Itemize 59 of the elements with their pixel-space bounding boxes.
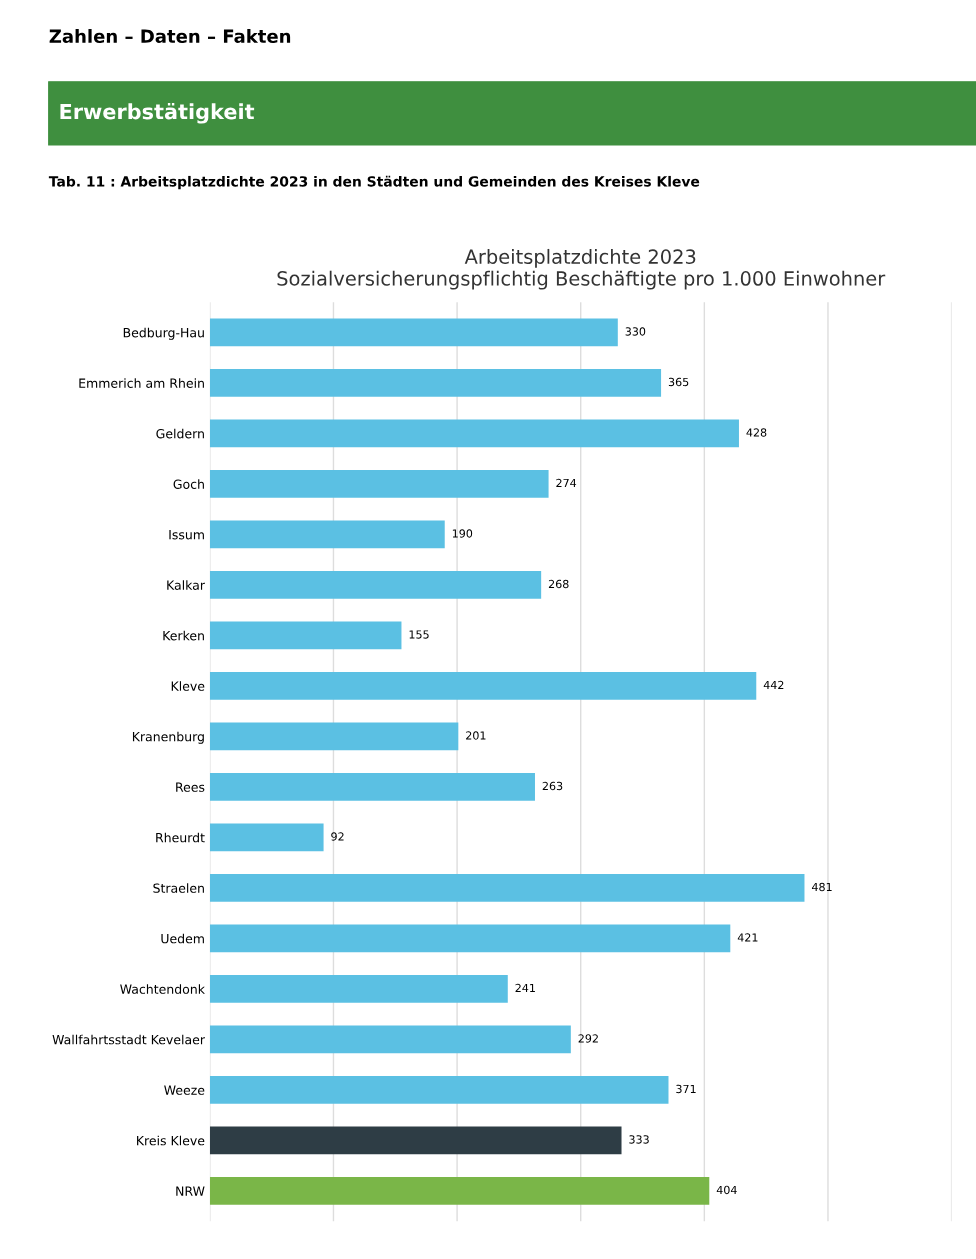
data-label: 481 xyxy=(811,882,832,892)
chart-title: Arbeitsplatzdichte 2023 xyxy=(464,248,696,268)
y-tick-label: Emmerich am Rhein xyxy=(79,378,204,388)
data-label: 92 xyxy=(331,832,344,841)
data-label: 371 xyxy=(676,1084,696,1094)
y-tick-label: Rees xyxy=(176,782,205,792)
data-label: 201 xyxy=(466,731,486,740)
data-label: 421 xyxy=(737,933,758,942)
chart-subtitle: Sozialversicherungspflichtig Beschäftigte pro 1.000 Einwohner xyxy=(277,270,886,290)
text: Zahlen – Daten – Fakten xyxy=(49,29,291,44)
data-label: 428 xyxy=(746,428,767,437)
bar xyxy=(209,470,549,498)
data-label: 268 xyxy=(548,579,569,589)
bar xyxy=(209,1076,669,1104)
bar xyxy=(209,520,445,549)
y-tick-label: Wachtendonk xyxy=(120,984,205,994)
data-label: 442 xyxy=(763,680,784,690)
bar xyxy=(209,773,535,801)
bar xyxy=(209,1025,571,1054)
y-tick-label: NRW xyxy=(176,1186,205,1196)
data-label: 333 xyxy=(629,1135,649,1144)
data-label: 365 xyxy=(668,377,689,387)
data-label: 155 xyxy=(409,630,429,639)
caption: Tab. 11 : Arbeitsplatzdichte 2023 in den Städten und Gemeinden des Kreises Kleve xyxy=(48,175,700,190)
bar xyxy=(209,1126,622,1155)
y-tick-label: Kreis Kleve xyxy=(137,1135,205,1146)
y-tick-label: Wallfahrtsstadt Kevelaer xyxy=(52,1034,205,1045)
y-tick-label: Kerken xyxy=(163,630,204,641)
data-label: 330 xyxy=(625,327,646,336)
y-tick-label: Weeze xyxy=(164,1085,205,1095)
data-label: 190 xyxy=(452,529,473,538)
bar xyxy=(209,621,402,650)
y-tick-label: Kranenburg xyxy=(132,731,204,744)
bar xyxy=(209,722,459,751)
bar xyxy=(209,672,757,700)
y-tick-label: Kleve xyxy=(171,681,205,691)
data-label: 263 xyxy=(542,781,563,791)
bar xyxy=(209,874,805,902)
bar xyxy=(209,1177,710,1205)
y-tick-label: Geldern xyxy=(156,428,204,439)
y-tick-label: Rheurdt xyxy=(156,832,205,843)
bar xyxy=(209,419,739,448)
text: Erwerbstätigkeit xyxy=(60,103,255,124)
y-tick-label: Goch xyxy=(173,479,204,489)
bar xyxy=(209,975,508,1003)
bar xyxy=(209,571,542,599)
y-tick-label: Straelen xyxy=(153,883,204,893)
y-tick-label: Issum xyxy=(169,530,204,540)
bar xyxy=(209,924,731,953)
bar xyxy=(209,823,324,852)
y-tick-label: Kalkar xyxy=(167,580,205,590)
bar xyxy=(209,318,618,347)
data-label: 241 xyxy=(515,983,535,992)
data-label: 404 xyxy=(716,1185,737,1195)
bar xyxy=(209,369,662,397)
data-label: 292 xyxy=(578,1034,598,1043)
y-tick-label: Uedem xyxy=(161,933,204,944)
y-tick-label: Bedburg-Hau xyxy=(123,327,204,340)
data-label: 274 xyxy=(556,478,577,488)
